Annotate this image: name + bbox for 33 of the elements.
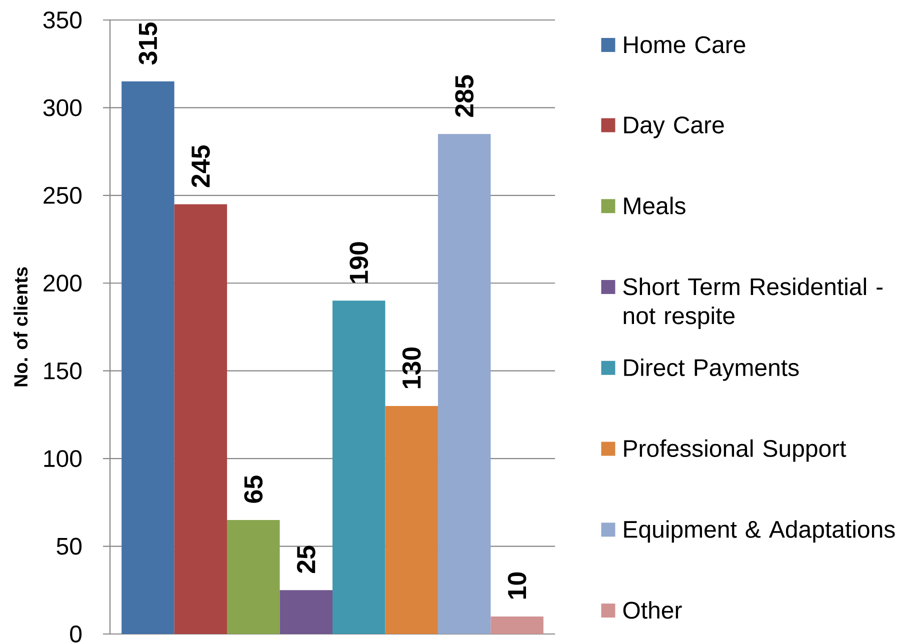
bar bbox=[280, 590, 333, 634]
data-label: 245 bbox=[191, 145, 210, 188]
bar bbox=[227, 520, 280, 634]
y-tick-label: 200 bbox=[44, 274, 82, 292]
data-label: 65 bbox=[244, 476, 263, 503]
data-label: 25 bbox=[296, 546, 316, 574]
bar bbox=[174, 204, 228, 634]
y-tick-label: 100 bbox=[44, 450, 82, 468]
legend-label: Meals bbox=[624, 196, 686, 214]
y-tick-label: 50 bbox=[56, 538, 82, 555]
bar bbox=[490, 616, 544, 634]
data-label: 285 bbox=[455, 75, 474, 117]
data-label: 10 bbox=[508, 572, 526, 599]
legend-label: Professional Support bbox=[624, 439, 846, 462]
legend-label: Home Care bbox=[624, 36, 746, 54]
y-tick-label: 0 bbox=[70, 625, 82, 642]
legend-label: Equipment & Adaptations bbox=[624, 520, 895, 543]
y-tick-label: 150 bbox=[44, 362, 82, 380]
bar bbox=[438, 134, 491, 634]
legend-label: Direct Payments bbox=[624, 358, 799, 381]
data-label: 130 bbox=[402, 347, 421, 388]
bar bbox=[332, 300, 386, 634]
bar bbox=[122, 81, 174, 634]
data-label: 315 bbox=[138, 22, 158, 65]
data-label: 190 bbox=[350, 242, 368, 283]
y-tick-label: 350 bbox=[43, 11, 82, 28]
y-axis-title: No. of clients bbox=[14, 267, 28, 386]
y-tick-label: 300 bbox=[43, 99, 82, 116]
legend-label: Short Term Residential - not respite bbox=[623, 278, 883, 329]
bar bbox=[385, 406, 438, 634]
legend-label: Day Care bbox=[624, 116, 724, 138]
y-tick-label: 250 bbox=[44, 186, 82, 204]
legend-label: Other bbox=[623, 601, 682, 619]
